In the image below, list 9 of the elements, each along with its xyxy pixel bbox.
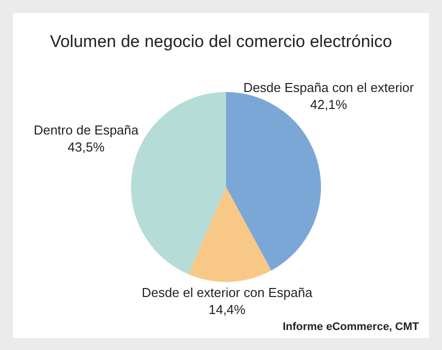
chart-title: Volumen de negocio del comercio electrónico <box>50 32 392 51</box>
slice-label: Desde el exterior con España <box>142 285 314 300</box>
slice-label: Dentro de España <box>34 122 140 138</box>
data-label: 14,4% <box>208 302 246 317</box>
text: Informe eCommerce, CMT <box>282 321 420 333</box>
pie-slice <box>188 187 272 282</box>
data-label: 43,5% <box>68 140 105 154</box>
slice-label: Desde España con el exterior <box>243 80 415 95</box>
data-label: 42,1% <box>310 96 348 112</box>
